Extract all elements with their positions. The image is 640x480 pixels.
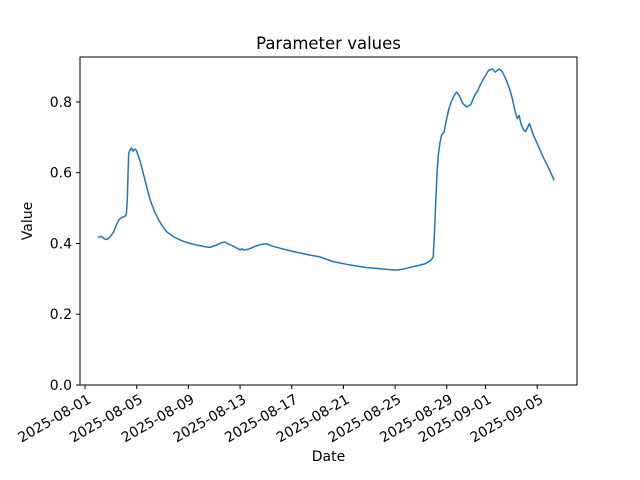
y-tick-label: 0.8 — [50, 95, 72, 111]
y-tick-label: 0.6 — [50, 166, 72, 182]
y-tick-label: 0.2 — [50, 307, 72, 323]
y-tick-label: 0.0 — [50, 378, 72, 394]
chart-title: Parameter values — [256, 34, 401, 53]
x-axis-label: Date — [312, 449, 345, 465]
axes-frame — [79, 56, 578, 386]
series-line-parameter-value — [97, 68, 555, 271]
y-axis-label: Value — [20, 202, 36, 240]
y-tick-label: 0.4 — [50, 236, 72, 252]
